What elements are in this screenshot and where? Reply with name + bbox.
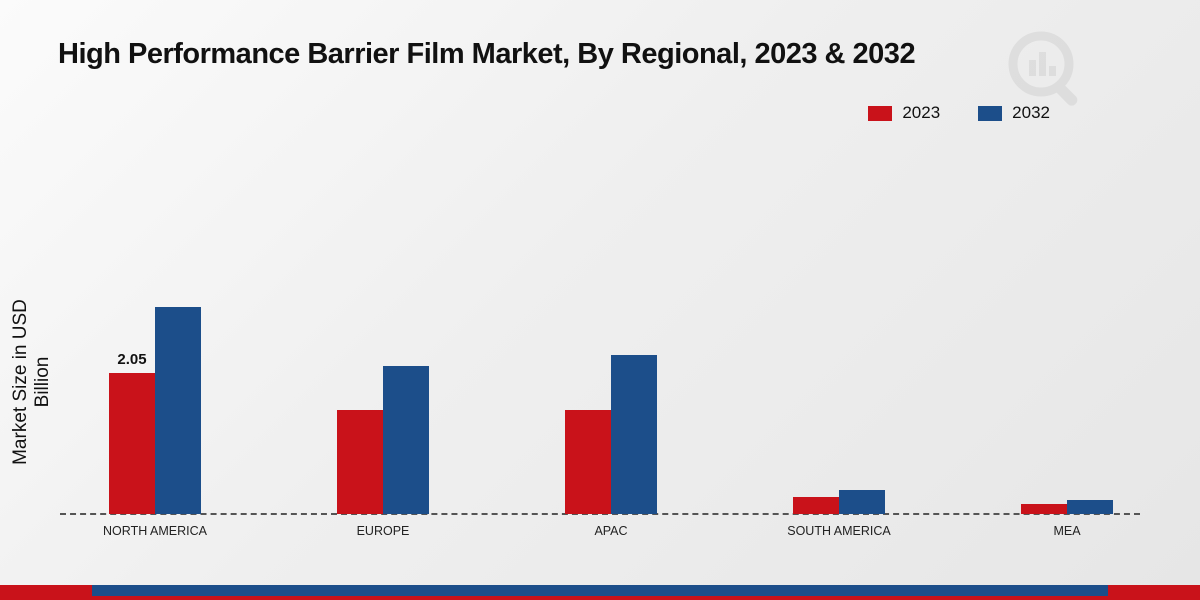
legend-label: 2032 [1012, 103, 1050, 122]
bar-2023-south-america [793, 497, 839, 514]
footer-accent-bar [92, 585, 1108, 596]
category-label-mea: MEA [1053, 524, 1081, 538]
magnifier-bar-chart-watermark-icon [1008, 31, 1078, 106]
plot-area: 2.05 [0, 200, 1200, 515]
legend-label: 2023 [902, 103, 941, 122]
bar-2032-mea [1067, 500, 1113, 514]
legend-item-2032: 2032 [978, 103, 1050, 123]
legend-swatch-2023 [868, 105, 893, 121]
bar-2023-apac [565, 410, 611, 514]
category-label-apac: APAC [594, 524, 628, 538]
bar-2023-europe [337, 410, 383, 514]
bar-value-label-north-america: 2.05 [117, 351, 147, 368]
bar-2032-north-america [155, 307, 201, 514]
bar-group-north-america: 2.05 [109, 307, 201, 514]
legend-swatch-2032 [978, 105, 1003, 121]
legend-item-2023: 2023 [868, 103, 940, 123]
bar-2032-south-america [839, 490, 885, 514]
bar-group-europe [337, 366, 429, 514]
category-label-south-america: SOUTH AMERICA [787, 524, 891, 538]
bar-group-apac [565, 355, 657, 514]
footer-bar [0, 585, 1200, 600]
bar-group-mea [1021, 500, 1113, 514]
category-label-europe: EUROPE [356, 524, 410, 538]
category-label-north-america: NORTH AMERICA [103, 524, 207, 538]
bar-2032-europe [383, 366, 429, 514]
legend: 2023 2032 [868, 103, 1050, 123]
chart-title: High Performance Barrier Film Market, By… [58, 38, 916, 70]
bar-2032-apac [611, 355, 657, 514]
bar-group-south-america [793, 490, 885, 514]
x-axis-baseline [60, 513, 1140, 515]
bar-2023-mea [1021, 504, 1067, 514]
bar-2023-north-america: 2.05 [109, 351, 155, 514]
